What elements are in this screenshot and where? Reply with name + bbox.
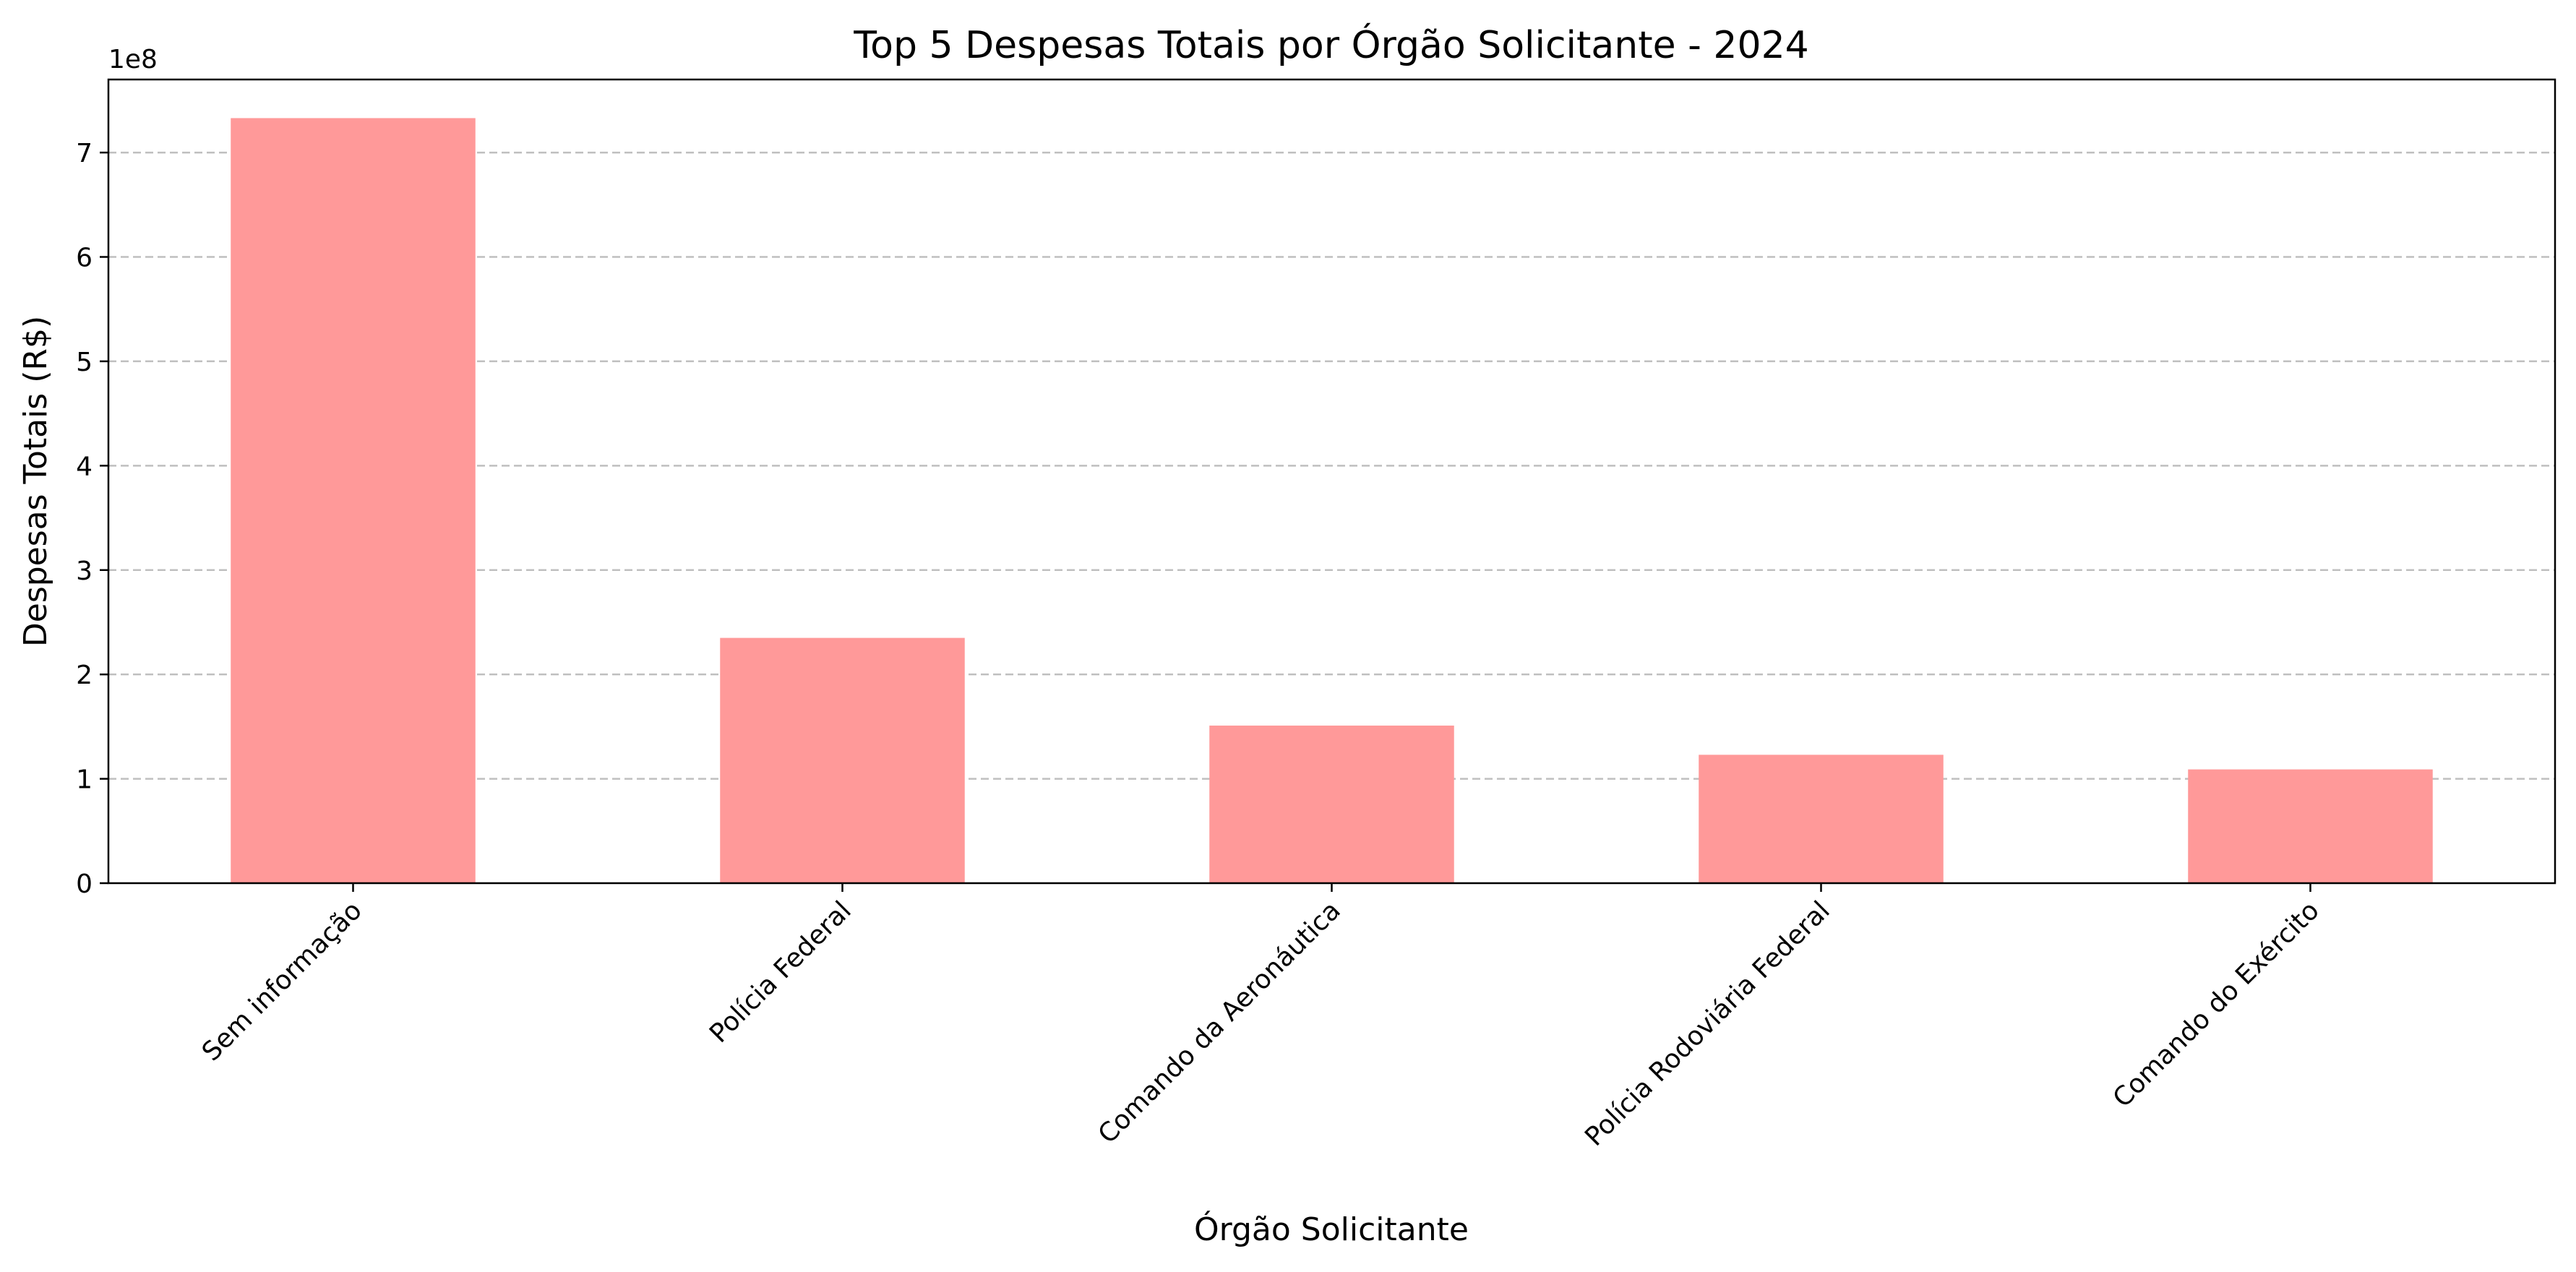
y-axis-offset-label: 1e8 — [108, 45, 158, 74]
bar-4 — [1699, 755, 1944, 883]
y-tick-label: 7 — [76, 139, 93, 168]
x-axis-ticks: Sem informação Polícia Federal Comando da … — [197, 883, 2325, 1152]
x-tick-label: Polícia Federal — [704, 895, 857, 1049]
y-tick-label: 6 — [76, 244, 93, 273]
bar-1 — [231, 118, 476, 884]
y-axis-label: Despesas Totais (R$) — [17, 316, 54, 647]
y-tick-label: 5 — [76, 348, 93, 377]
y-tick-label: 3 — [76, 556, 93, 586]
x-tick-label: Comando do Exército — [2108, 895, 2325, 1113]
bar-3 — [1209, 725, 1454, 883]
y-tick-label: 2 — [76, 661, 93, 690]
bar-2 — [720, 637, 965, 883]
x-tick-label: Polícia Rodoviária Federal — [1579, 895, 1836, 1152]
bars — [231, 118, 2433, 884]
y-tick-label: 4 — [76, 452, 93, 481]
grid-lines — [108, 151, 2555, 780]
x-tick-label: Comando da Aeronáutica — [1093, 895, 1347, 1149]
x-tick-label: Sem informação — [197, 895, 368, 1067]
y-tick-label: 1 — [76, 765, 93, 795]
bar-5 — [2188, 769, 2433, 883]
chart-title: Top 5 Despesas Totais por Órgão Solicita… — [853, 22, 1809, 67]
x-axis-label: Órgão Solicitante — [1194, 1210, 1469, 1248]
y-tick-label: 0 — [76, 869, 93, 899]
y-axis-ticks: 0 1 2 3 4 5 6 7 — [76, 139, 108, 899]
